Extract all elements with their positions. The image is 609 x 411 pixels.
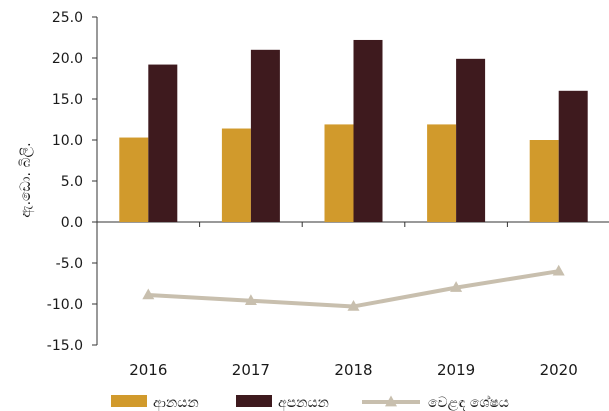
balance-point [142,288,155,300]
legend-swatch [111,395,147,407]
x-category-label: 2017 [232,361,270,379]
balance-point [347,299,360,311]
bar-imports [119,137,149,222]
legend-label: ආනයන [153,395,199,411]
y-tick-label: 10.0 [52,133,83,149]
bar-imports [324,124,354,222]
x-category-label: 2018 [334,361,372,379]
balance-point [244,294,257,306]
legend-triangle-icon [385,395,397,407]
y-tick-label: -15.0 [47,338,83,354]
balance-point [450,281,463,292]
tick-labels: -15.0 -10.0 -5.0 0.0 5.0 10.0 15.0 20.0 25.0 2016… [47,10,578,379]
legend-label: අපනයන [278,395,329,411]
legend-swatch [236,395,272,407]
y-tick-label: 0.0 [61,215,83,231]
y-tick-label: -10.0 [47,297,83,313]
axes [92,16,609,346]
bar-exports [148,64,178,222]
balance-line [142,264,565,311]
y-tick-label: 5.0 [61,174,83,190]
y-tick-label: 15.0 [52,92,83,108]
x-category-label: 2016 [129,361,167,379]
x-category-label: 2020 [540,361,578,379]
legend-label: වෙළඳ ශේෂය [428,395,509,411]
y-axis-label: ඇ.ඩො. බිලි. [18,142,35,217]
y-tick-label: 20.0 [52,51,83,67]
legend: ආනයන අපනයන වෙළඳ ශේෂය [111,395,509,411]
bar-exports [353,39,383,223]
legend-item: ආනයන [111,395,199,411]
bar-imports [529,140,559,222]
bar-imports [221,128,251,222]
balance-point [552,264,565,276]
bar-exports [456,58,486,222]
y-tick-label: -5.0 [56,256,83,272]
legend-item: වෙළඳ ශේෂය [362,395,509,411]
y-tick-label: 25.0 [52,10,83,26]
legend-item: අපනයන [236,395,329,411]
x-category-label: 2019 [437,361,475,379]
bar-exports [558,90,588,222]
bar-imports [427,124,457,222]
bar-exports [250,49,280,222]
bars [119,39,588,223]
